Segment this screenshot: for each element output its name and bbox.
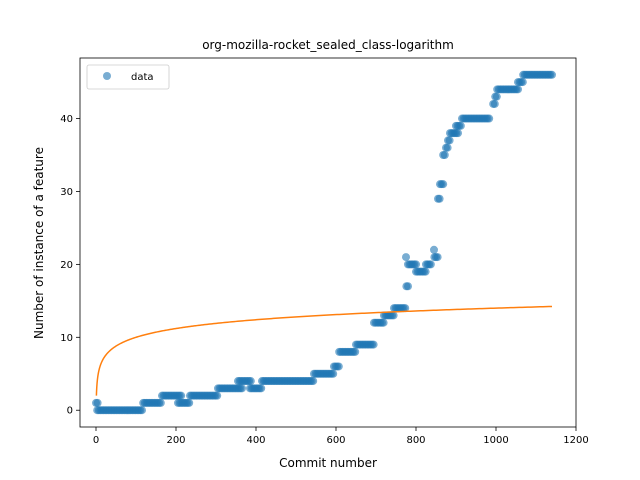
data-point bbox=[548, 70, 556, 79]
data-point bbox=[492, 92, 501, 101]
data-point bbox=[246, 377, 255, 386]
data-point bbox=[351, 347, 360, 356]
data-point bbox=[369, 340, 378, 349]
data-point bbox=[238, 384, 246, 393]
data-point bbox=[401, 304, 410, 313]
fit-curve bbox=[95, 305, 553, 396]
x-tick-label: 800 bbox=[406, 435, 425, 446]
data-point bbox=[421, 267, 430, 276]
data-point bbox=[156, 398, 165, 407]
axes-frame bbox=[79, 57, 577, 428]
x-axis-ticks: 0 200 400 600 800 1000 1200 bbox=[93, 427, 589, 446]
y-tick-label: 20 bbox=[60, 260, 73, 271]
chart-title: org-mozilla-rocket_sealed_class-logarith… bbox=[202, 38, 454, 52]
data-point bbox=[439, 180, 448, 189]
data-point bbox=[518, 78, 527, 87]
x-tick-label: 200 bbox=[166, 435, 185, 446]
data-point bbox=[185, 398, 194, 407]
data-point bbox=[177, 391, 186, 400]
data-point bbox=[389, 311, 398, 320]
data-point bbox=[440, 150, 449, 159]
data-point bbox=[412, 260, 420, 269]
x-tick-label: 1200 bbox=[563, 435, 588, 446]
legend-label-data: data bbox=[131, 72, 154, 83]
data-point bbox=[430, 245, 438, 254]
data-point bbox=[435, 194, 444, 203]
data-point bbox=[443, 143, 452, 152]
x-tick-label: 400 bbox=[246, 435, 265, 446]
y-tick-label: 10 bbox=[60, 333, 73, 344]
data-point bbox=[309, 377, 318, 386]
data-point bbox=[514, 85, 522, 94]
data-points bbox=[92, 70, 556, 415]
data-point bbox=[329, 369, 338, 378]
data-point bbox=[213, 391, 222, 400]
y-axis-ticks: 0 10 20 30 40 bbox=[60, 114, 80, 417]
data-point bbox=[426, 260, 435, 269]
data-point bbox=[379, 318, 388, 327]
data-point bbox=[445, 136, 454, 145]
y-tick-label: 40 bbox=[60, 114, 73, 125]
data-point bbox=[456, 121, 465, 130]
data-point bbox=[93, 398, 102, 407]
data-point bbox=[454, 129, 462, 138]
data-point bbox=[257, 384, 266, 393]
x-tick-label: 600 bbox=[326, 435, 345, 446]
x-axis-label: Commit number bbox=[279, 456, 377, 470]
y-tick-label: 30 bbox=[60, 187, 73, 198]
data-point bbox=[138, 406, 146, 415]
y-tick-label: 0 bbox=[67, 406, 73, 417]
data-point bbox=[404, 282, 412, 291]
data-point bbox=[433, 253, 442, 262]
legend: data bbox=[86, 64, 170, 90]
data-point bbox=[334, 362, 343, 371]
legend-box bbox=[86, 64, 170, 90]
legend-marker-data bbox=[103, 72, 111, 80]
x-tick-label: 0 bbox=[93, 435, 99, 446]
data-point bbox=[490, 99, 499, 108]
y-axis-label: Number of instance of a feature bbox=[32, 147, 46, 339]
x-tick-label: 1000 bbox=[483, 435, 508, 446]
data-point bbox=[402, 253, 410, 262]
data-point bbox=[485, 114, 494, 123]
plot-area bbox=[92, 70, 556, 415]
